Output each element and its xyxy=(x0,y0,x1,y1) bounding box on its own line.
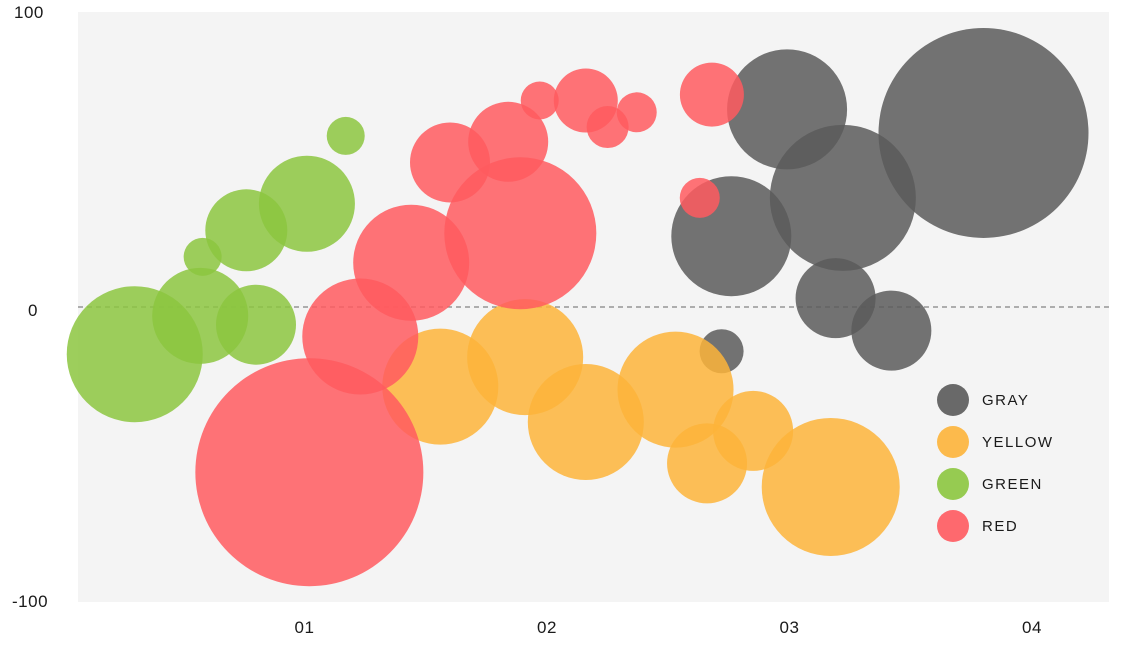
x-tick-label-04: 04 xyxy=(1022,618,1042,637)
bubble-red-11 xyxy=(679,62,744,127)
y-axis: 100 0 -100 xyxy=(12,3,48,611)
bubble-red-1 xyxy=(195,358,424,587)
bubble-green-6 xyxy=(258,155,355,252)
legend-label-yellow: YELLOW xyxy=(982,434,1054,451)
x-tick-label-02: 02 xyxy=(537,618,557,637)
bubble-gray-1 xyxy=(878,27,1089,238)
bubble-red-10 xyxy=(616,92,657,133)
legend: GRAY YELLOW GREEN RED xyxy=(937,384,1054,542)
x-tick-label-03: 03 xyxy=(780,618,800,637)
legend-swatch-gray xyxy=(937,384,969,416)
bubble-green-7 xyxy=(326,116,365,155)
bubble-gray-6 xyxy=(851,290,932,371)
bubble-yellow-4 xyxy=(617,331,734,448)
bubble-green-3 xyxy=(216,284,296,365)
bubble-gray-3 xyxy=(769,124,916,271)
bubble-yellow-7 xyxy=(761,417,900,556)
legend-label-gray: GRAY xyxy=(982,392,1029,409)
x-tick-label-01: 01 xyxy=(295,618,315,637)
legend-label-green: GREEN xyxy=(982,476,1043,493)
legend-label-red: RED xyxy=(982,518,1018,535)
y-tick-label-minus-100: -100 xyxy=(12,592,48,611)
bubbles-layer xyxy=(66,27,1089,587)
y-tick-label-0: 0 xyxy=(28,301,38,320)
legend-swatch-green xyxy=(937,468,969,500)
x-axis: 01 02 03 04 xyxy=(295,618,1042,637)
bubble-red-12 xyxy=(679,177,720,218)
legend-swatch-red xyxy=(937,510,969,542)
bubble-red-3 xyxy=(353,204,470,321)
bubble-red-4 xyxy=(444,157,597,310)
legend-swatch-yellow xyxy=(937,426,969,458)
y-tick-label-100: 100 xyxy=(14,3,44,22)
bubble-red-7 xyxy=(520,81,559,120)
bubble-yellow-3 xyxy=(527,364,644,481)
bubble-red-6 xyxy=(468,101,549,182)
